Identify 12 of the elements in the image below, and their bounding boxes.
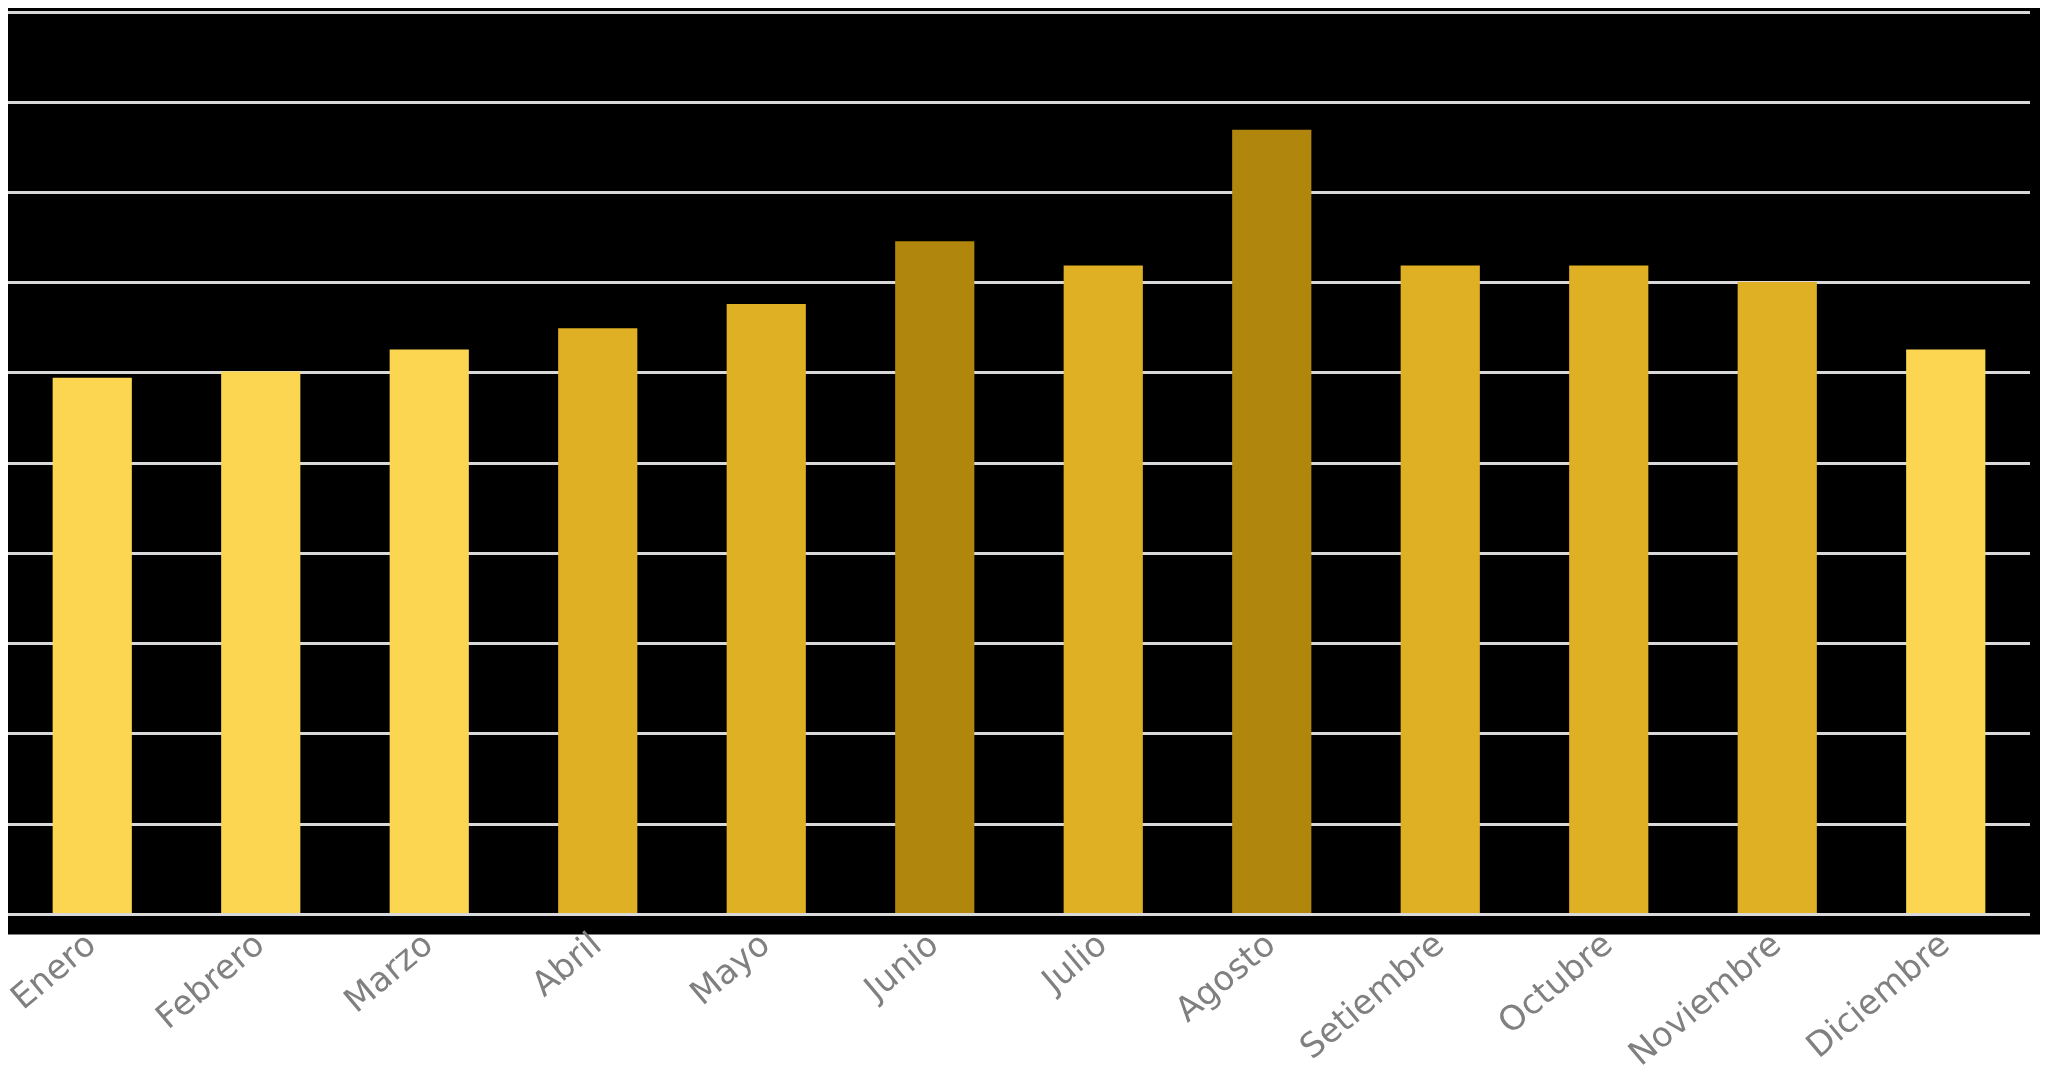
bar [1400,265,1480,913]
bar [726,303,806,913]
bar [1063,265,1143,913]
bar [221,371,301,913]
bar [389,349,469,913]
bar [52,377,132,913]
bar [1232,129,1312,913]
bar [895,241,975,913]
bar [1737,281,1817,913]
bar [1906,349,1986,913]
bar [558,328,638,913]
bar [1569,265,1649,913]
